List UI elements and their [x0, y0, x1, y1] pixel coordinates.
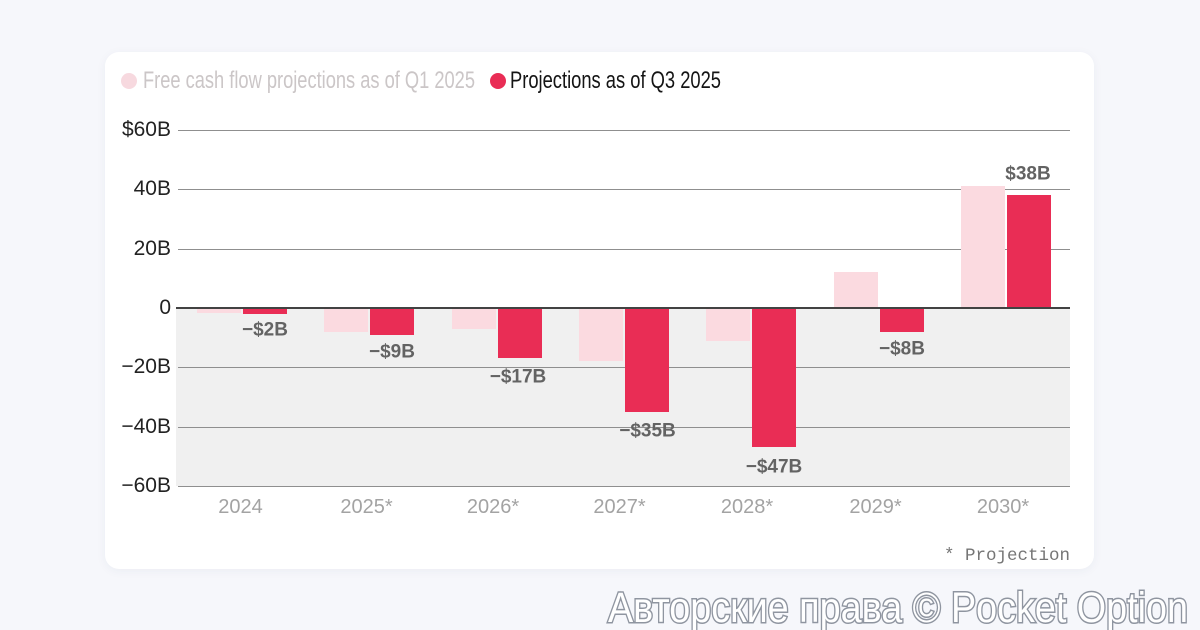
svg-text:Авторские права © Pocket Optio: Авторские права © Pocket Option — [608, 585, 1188, 630]
